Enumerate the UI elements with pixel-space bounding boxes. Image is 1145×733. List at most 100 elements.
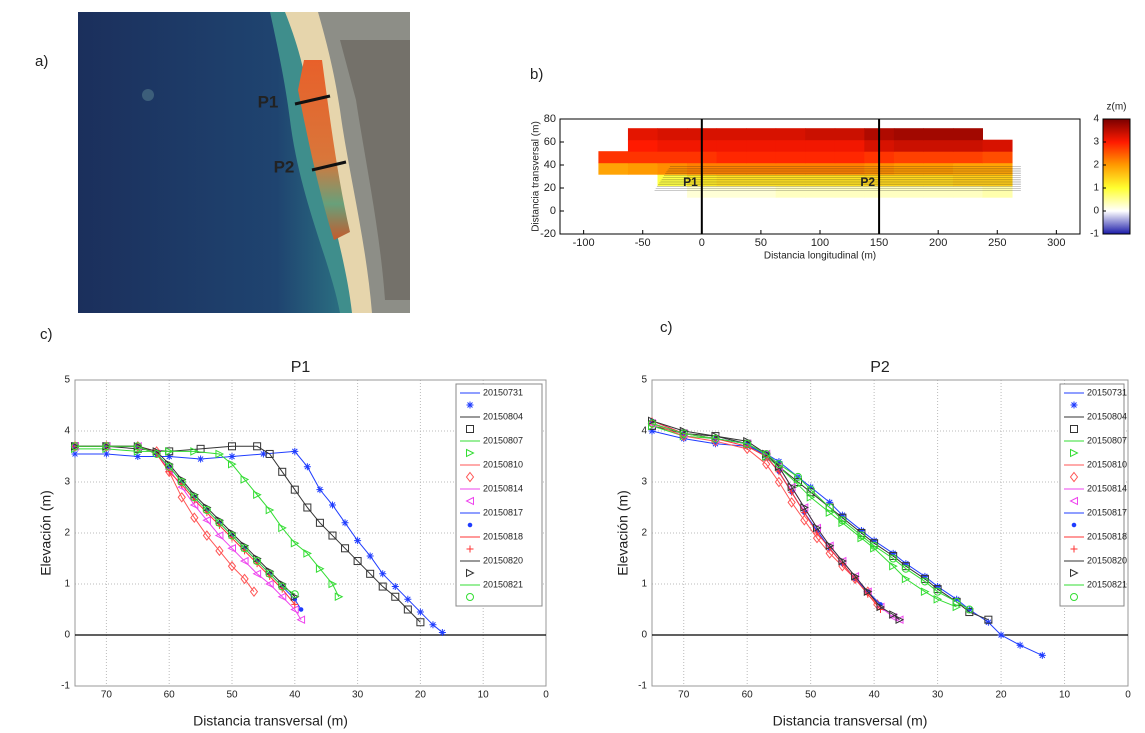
marker: [902, 560, 910, 568]
marker: [253, 490, 262, 500]
heat-cell: [834, 139, 865, 152]
x-axis-label: Distancia transversal (m): [773, 713, 928, 729]
marker: [825, 541, 835, 551]
y-tick-label: 5: [641, 375, 647, 386]
colorbar-tick-label: 4: [1093, 114, 1099, 125]
marker: [870, 537, 878, 545]
legend-box: [1059, 383, 1125, 607]
marker: [190, 490, 199, 500]
heat-cell: [805, 128, 836, 141]
x-tick-label: 70: [678, 690, 690, 701]
axes-frame: [651, 379, 1129, 687]
marker: [876, 602, 886, 612]
y-tick-label: -20: [540, 228, 556, 240]
heat-cell: [982, 151, 1013, 164]
chart-title: P2: [870, 359, 890, 376]
marker: [391, 592, 400, 601]
marker: [228, 459, 237, 469]
marker: [202, 506, 211, 515]
heat-cell: [746, 162, 777, 175]
marker: [315, 518, 324, 527]
marker: [215, 515, 225, 525]
marker: [134, 453, 142, 460]
marker: [240, 541, 250, 551]
marker: [165, 453, 173, 460]
marker: [190, 493, 199, 502]
marker: [1016, 641, 1024, 649]
legend-label: 20150814: [483, 483, 523, 493]
marker: [303, 503, 312, 512]
marker: [298, 607, 304, 612]
heat-cell: [805, 162, 836, 175]
heat-cell: [657, 139, 688, 152]
marker: [71, 450, 79, 458]
marker: [901, 564, 910, 573]
marker: [378, 582, 387, 591]
marker: [341, 544, 350, 553]
marker: [253, 554, 262, 563]
marker: [857, 533, 867, 543]
heat-cell: [805, 151, 836, 164]
colorbar-tick-label: 2: [1093, 160, 1099, 171]
marker: [679, 426, 689, 436]
y-axis-label: Distancia transversal (m): [531, 121, 542, 232]
marker: [806, 485, 815, 494]
marker: [813, 523, 822, 533]
x-axis-label: Distancia longitudinal (m): [764, 251, 876, 262]
marker: [1069, 471, 1079, 483]
legend-label: 20150820: [483, 555, 523, 565]
marker: [775, 468, 783, 476]
heat-cell: [893, 162, 924, 175]
marker: [965, 605, 974, 614]
marker: [743, 436, 752, 446]
panel-label: c): [40, 326, 53, 343]
heat-cell: [805, 174, 836, 187]
heat-cell: [893, 174, 924, 187]
heat-cell: [805, 139, 836, 152]
series-line: [651, 420, 900, 621]
marker: [366, 552, 374, 560]
marker: [240, 573, 249, 585]
colorbar-title: z(m): [1107, 102, 1127, 113]
marker: [870, 543, 879, 553]
legend-label: 20150804: [483, 411, 523, 421]
marker: [278, 582, 287, 591]
x-tick-label: 50: [805, 690, 817, 701]
marker: [793, 472, 802, 481]
marker: [227, 543, 236, 553]
marker: [825, 503, 834, 512]
panel-label: a): [35, 53, 48, 70]
marker: [793, 480, 803, 489]
marker: [202, 515, 211, 525]
heat-cell: [923, 162, 954, 175]
marker: [228, 528, 237, 538]
marker: [152, 447, 162, 456]
marker: [838, 511, 846, 519]
legend-label: 20150821: [1087, 579, 1127, 589]
marker: [303, 549, 312, 558]
marker: [177, 478, 186, 486]
heat-cell: [805, 185, 836, 198]
marker: [838, 516, 847, 525]
profile-label: P1: [683, 175, 698, 189]
x-tick-label: 30: [352, 690, 364, 701]
heat-cell: [834, 174, 865, 187]
marker: [466, 401, 474, 409]
marker: [838, 518, 848, 528]
x-tick-label: 50: [226, 690, 238, 701]
x-tick-label: 10: [1059, 690, 1071, 701]
marker: [239, 556, 249, 566]
marker: [889, 610, 898, 619]
marker: [290, 592, 300, 602]
marker: [895, 615, 905, 625]
marker: [165, 459, 174, 469]
heat-cell: [746, 128, 777, 141]
heat-cell: [982, 139, 1013, 152]
colorbar-tick-label: 3: [1093, 137, 1099, 148]
marker: [215, 545, 224, 557]
profile-label: P2: [274, 157, 295, 176]
heat-cell: [952, 162, 983, 175]
marker: [328, 501, 336, 509]
marker: [1069, 496, 1078, 506]
colorbar: [1102, 118, 1131, 235]
